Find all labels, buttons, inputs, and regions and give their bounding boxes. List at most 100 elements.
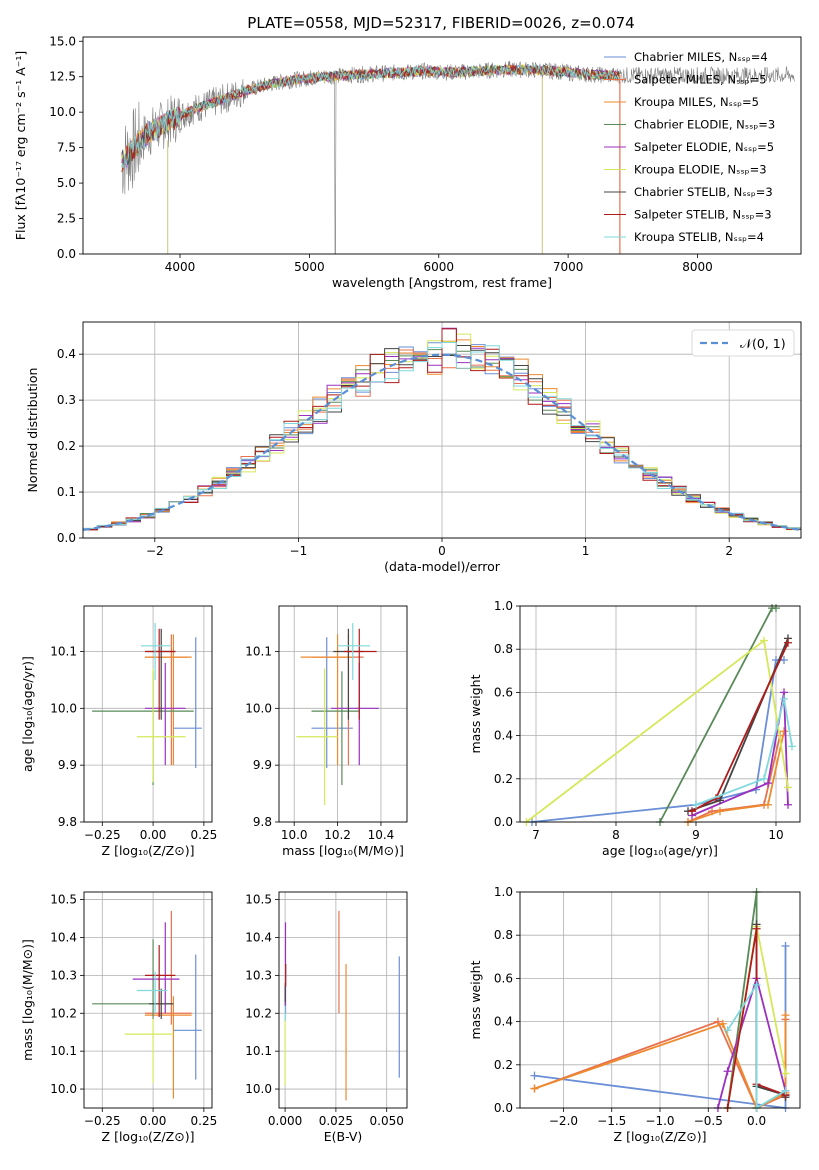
y-tick-label: 9.9 [253, 758, 272, 772]
weight-series-line [695, 698, 793, 806]
weight-point-marker [764, 800, 772, 809]
x-tick-label: 0.00 [140, 1114, 167, 1128]
model-spectrum-line [121, 63, 620, 171]
model-spectrum-line [121, 64, 620, 169]
x-tick-label: 10.2 [324, 828, 351, 842]
model-spectrum-line [121, 63, 620, 168]
legend-label: Salpeter STELIB, Nₛₛₚ=3 [634, 208, 772, 222]
x-tick-label: 0.00 [140, 828, 167, 842]
weight-point-marker [784, 783, 792, 792]
weight-point-marker [752, 924, 761, 933]
axes-frame [83, 891, 213, 1109]
y-tick-label: 10.1 [245, 644, 272, 658]
x-tick-label: 0.050 [370, 1114, 404, 1128]
weight-point-marker [764, 779, 772, 788]
x-tick-label: 5000 [294, 260, 325, 274]
x-tick-label: −0.25 [84, 1114, 121, 1128]
x-axis-label: wavelength [Angstrom, rest frame] [332, 275, 552, 290]
x-tick-label: 0.000 [268, 1114, 302, 1128]
weight-point-marker [781, 1069, 790, 1078]
age-vs-mass-panel: 10.0 10.2 10.4 9.8 9.9 10.0 10.1 mass [log₁₀(M/… [245, 605, 408, 858]
y-tick-label: 10.0 [50, 701, 77, 715]
weight-point-marker [723, 1026, 732, 1035]
x-axis-label: Z [log₁₀(Z/Z⊙)] [614, 1129, 707, 1144]
weight-point-marker [780, 656, 788, 664]
y-axis-label: mass weight [468, 674, 483, 753]
weight-series-line [687, 731, 785, 823]
legend-label: Salpeter MILES, Nₛₛₚ=5 [634, 73, 767, 87]
x-tick-label: 0.025 [319, 1114, 353, 1128]
x-axis-label: mass [log₁₀(M/M⊙)] [282, 843, 404, 858]
model-spectrum-line [121, 63, 621, 167]
weight-point-marker [780, 694, 788, 703]
legend-label: Kroupa STELIB, Nₛₛₚ=4 [634, 230, 764, 244]
legend-label: Kroupa ELODIE, Nₛₛₚ=3 [634, 163, 767, 177]
weight-point-marker [781, 942, 790, 950]
weight-series-line [531, 659, 784, 823]
weight-point-marker [692, 800, 700, 809]
x-tick-label: −2 [146, 544, 164, 558]
x-tick-label: 10.0 [281, 828, 308, 842]
x-tick-label: 10.4 [368, 828, 395, 842]
weight-point-marker [760, 636, 768, 645]
y-tick-label: 0.6 [494, 971, 513, 985]
model-spectrum-line [121, 64, 621, 169]
y-tick-label: 9.8 [58, 815, 77, 829]
y-tick-label: 9.8 [253, 815, 272, 829]
y-tick-label: 0.3 [57, 393, 76, 407]
legend-label: 𝒩(0, 1) [740, 336, 786, 351]
legend-label: Chabrier MILES, Nₛₛₚ=4 [634, 50, 768, 64]
x-axis-label: Z [log₁₀(Z/Z⊙)] [102, 1129, 195, 1144]
y-tick-label: 7.5 [57, 141, 76, 155]
weight-point-marker [723, 1067, 732, 1076]
x-axis-label: (data-model)/error [384, 559, 501, 574]
y-tick-label: 10.2 [245, 1006, 272, 1020]
weight-point-marker [760, 774, 768, 783]
weight-point-marker [781, 1086, 790, 1095]
weight-point-marker [784, 638, 792, 647]
y-tick-label: 0.8 [494, 928, 513, 942]
y-tick-label: 10.0 [49, 105, 76, 119]
weight-vs-metallicity-panel: −2.0 −1.5 −1.0 −0.5 0.0 0.0 0.2 0.4 0.6 0.8 1.0 Z [… [468, 885, 801, 1144]
y-tick-label: 2.5 [57, 212, 76, 226]
x-tick-label: 2 [725, 544, 733, 558]
y-tick-label: 0.2 [57, 439, 76, 453]
x-tick-label: 8000 [682, 260, 713, 274]
y-tick-label: 10.5 [50, 893, 77, 907]
weight-series-line [691, 692, 789, 817]
y-tick-label: 0.2 [494, 1058, 513, 1072]
y-tick-label: 0.4 [494, 729, 513, 743]
x-tick-label: −1.5 [597, 1114, 626, 1128]
y-tick-label: 9.9 [58, 758, 77, 772]
y-tick-label: 0.6 [494, 685, 513, 699]
y-tick-label: 10.3 [245, 968, 272, 982]
y-tick-label: 10.5 [245, 893, 272, 907]
weight-point-marker [688, 807, 696, 816]
x-tick-label: −0.25 [84, 828, 121, 842]
x-tick-label: 0.25 [191, 1114, 218, 1128]
x-tick-label: 0.25 [191, 828, 218, 842]
weight-point-marker [781, 1011, 790, 1020]
y-axis-label: mass [log₁₀(M/M⊙)] [20, 939, 35, 1061]
y-tick-label: 0.0 [57, 531, 76, 545]
y-tick-label: 15.0 [49, 34, 76, 48]
x-axis-label: age [log₁₀(age/yr)] [602, 843, 718, 858]
weight-point-marker [530, 1084, 539, 1093]
axes-frame [83, 605, 213, 823]
axes-frame [278, 605, 408, 823]
mass-vs-reddening-panel: 0.000 0.025 0.050 10.0 10.1 10.2 10.3 10.4 10.5 E… [245, 891, 408, 1144]
y-tick-label: 10.3 [50, 968, 77, 982]
y-tick-label: 0.2 [494, 772, 513, 786]
y-tick-label: 1.0 [494, 885, 513, 899]
x-tick-label: 0.0 [747, 1114, 766, 1128]
y-tick-label: 0.1 [57, 485, 76, 499]
weight-point-marker [772, 604, 780, 613]
y-tick-label: 0.0 [57, 247, 76, 261]
y-tick-label: 10.2 [50, 1006, 77, 1020]
x-tick-label: −1 [290, 544, 308, 558]
x-tick-label: 7000 [553, 260, 584, 274]
x-tick-label: −2.0 [549, 1114, 578, 1128]
y-tick-label: 10.1 [50, 1044, 77, 1058]
residual-histogram [83, 328, 801, 531]
